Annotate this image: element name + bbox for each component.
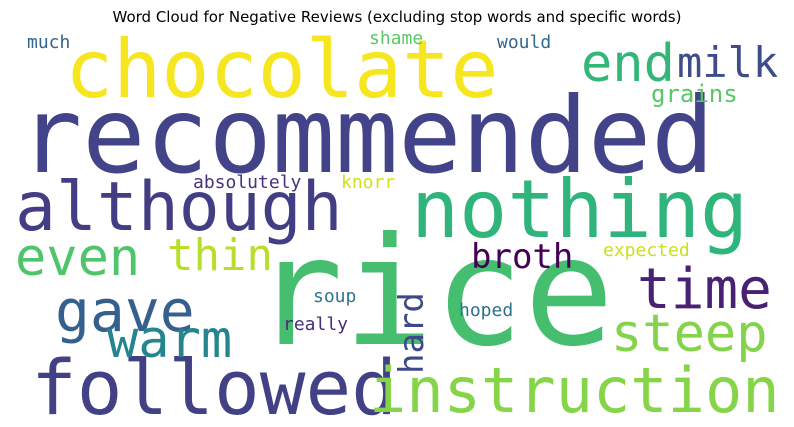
- word-thin: thin: [167, 230, 273, 281]
- word-although: although: [15, 168, 343, 247]
- word-steep: steep: [611, 304, 768, 364]
- word-much: much: [27, 32, 71, 53]
- word-rice: rice: [253, 206, 615, 380]
- word-shame: shame: [369, 30, 424, 49]
- word-knorr: knorr: [341, 172, 396, 193]
- word-grains: grains: [651, 80, 738, 108]
- word-followed: followed: [31, 343, 398, 422]
- word-chocolate: chocolate: [65, 30, 499, 116]
- word-cloud: recommended rice chocolate nothing altho…: [13, 30, 781, 421]
- word-hard: hard: [392, 292, 432, 374]
- word-soup: soup: [313, 286, 357, 307]
- word-hoped: hoped: [459, 300, 514, 321]
- word-time: time: [637, 257, 772, 322]
- word-broth: broth: [471, 237, 574, 277]
- word-nothing: nothing: [411, 163, 749, 256]
- word-milk: milk: [677, 38, 779, 87]
- chart-title: Word Cloud for Negative Reviews (excludi…: [112, 8, 682, 26]
- word-really: really: [283, 314, 349, 335]
- word-expected: expected: [603, 240, 690, 261]
- word-recommended: recommended: [19, 75, 715, 197]
- word-gave: gave: [55, 277, 195, 345]
- word-absolutely: absolutely: [193, 172, 302, 193]
- word-instructions: instructions: [369, 354, 781, 422]
- word-warm: warm: [107, 310, 233, 370]
- word-end: end: [581, 34, 675, 94]
- word-even: even: [15, 228, 141, 288]
- word-would: would: [497, 32, 552, 53]
